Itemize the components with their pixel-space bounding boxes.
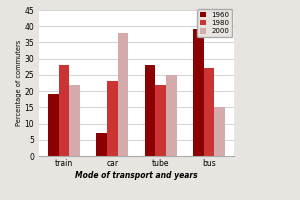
Bar	[155, 85, 166, 156]
Bar	[48, 94, 58, 156]
Y-axis label: Percentage of commuters: Percentage of commuters	[16, 40, 22, 126]
Bar	[58, 65, 69, 156]
Bar	[118, 33, 128, 156]
X-axis label: Mode of transport and years: Mode of transport and years	[75, 171, 198, 180]
Bar	[69, 85, 80, 156]
Bar	[204, 68, 214, 156]
Bar	[214, 107, 225, 156]
Bar	[166, 75, 177, 156]
Bar	[145, 65, 155, 156]
Bar	[107, 81, 118, 156]
Bar	[193, 29, 204, 156]
Legend: 1960, 1980, 2000: 1960, 1980, 2000	[197, 9, 232, 37]
Bar	[96, 133, 107, 156]
